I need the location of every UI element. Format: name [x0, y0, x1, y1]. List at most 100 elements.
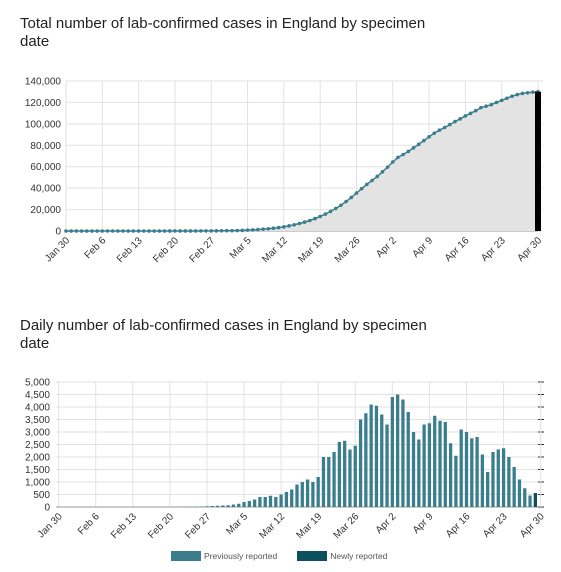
data-point	[256, 227, 260, 232]
bar-previously-reported	[417, 439, 421, 507]
x-tick-label: Feb 6	[83, 235, 109, 261]
x-tick-label: Apr 2	[374, 511, 399, 536]
data-point	[396, 155, 400, 160]
data-point	[442, 125, 447, 130]
data-point	[199, 229, 203, 233]
data-point	[448, 122, 452, 127]
legend-item-new[interactable]: Newly reported	[297, 551, 387, 561]
latest-value-bar	[535, 91, 541, 231]
x-tick-label: Mar 12	[257, 511, 287, 541]
cumulative-area	[66, 91, 538, 231]
bar-previously-reported	[348, 449, 352, 507]
y-tick-label: 2,500	[25, 440, 50, 451]
data-point	[152, 229, 156, 233]
bar-previously-reported	[295, 484, 299, 507]
bar-previously-reported	[380, 414, 384, 507]
legend-label-previous: Previously reported	[204, 551, 278, 561]
data-point	[489, 102, 494, 107]
bar-previously-reported	[247, 501, 251, 507]
data-point	[193, 229, 198, 233]
y-tick-label: 0	[44, 503, 50, 514]
bar-previously-reported	[385, 424, 389, 507]
data-point	[313, 216, 317, 221]
data-point	[307, 218, 312, 223]
bar-previously-reported	[337, 442, 342, 507]
x-tick-label: Apr 23	[479, 235, 508, 264]
data-point	[302, 220, 307, 224]
x-tick-label: Mar 5	[224, 511, 250, 537]
data-point	[458, 117, 462, 121]
bar-previously-reported	[274, 497, 278, 507]
data-point	[510, 94, 514, 99]
y-tick-label: 1,500	[25, 465, 50, 476]
y-tick-label: 3,500	[25, 415, 50, 426]
x-tick-label: Feb 13	[115, 235, 145, 265]
data-point	[162, 229, 167, 233]
data-point	[271, 226, 276, 231]
bar-previously-reported	[496, 449, 500, 507]
data-point	[328, 209, 333, 214]
data-point	[385, 165, 390, 169]
bar-previously-reported	[507, 457, 511, 507]
bar-previously-reported	[327, 457, 331, 507]
y-tick-label: 40,000	[30, 184, 61, 195]
bar-previously-reported	[427, 423, 432, 507]
bar-previously-reported	[279, 494, 283, 507]
x-tick-label: Mar 26	[333, 235, 363, 265]
data-point	[520, 91, 525, 96]
bar-previously-reported	[517, 479, 522, 507]
bar-previously-reported	[406, 412, 410, 507]
y-tick-label: 20,000	[30, 205, 61, 216]
data-point	[90, 229, 94, 233]
bar-previously-reported	[411, 432, 416, 507]
data-point	[365, 182, 369, 187]
legend-swatch-new	[297, 551, 328, 561]
data-point	[359, 186, 364, 191]
bar-previously-reported	[390, 397, 394, 507]
bar-previously-reported	[523, 488, 527, 507]
x-tick-label: Apr 30	[516, 235, 545, 264]
x-tick-label: Mar 5	[228, 235, 254, 261]
bar-previously-reported	[454, 455, 458, 507]
data-point	[116, 229, 120, 233]
data-point	[406, 149, 411, 154]
data-point	[219, 228, 224, 233]
data-point	[121, 229, 125, 233]
bar-previously-reported	[221, 505, 225, 507]
data-point	[323, 212, 328, 216]
legend-item-previous[interactable]: Previously reported	[171, 551, 277, 561]
data-point	[157, 229, 162, 233]
y-tick-label: 120,000	[25, 98, 62, 109]
data-point	[64, 229, 68, 233]
bar-previously-reported	[242, 502, 246, 507]
x-tick-label: Apr 16	[444, 511, 473, 540]
bar-previously-reported	[252, 499, 257, 507]
x-tick-label: Jan 30	[43, 235, 72, 264]
bar-previously-reported	[475, 437, 479, 507]
data-point	[505, 96, 509, 101]
data-point	[380, 170, 385, 174]
data-point	[427, 135, 431, 139]
bar-previously-reported	[311, 482, 315, 507]
bar-previously-reported	[210, 506, 214, 507]
data-point	[178, 229, 182, 233]
bar-previously-reported	[353, 445, 357, 507]
bar-previously-reported	[358, 419, 363, 507]
data-point	[318, 214, 322, 219]
legend-swatch-previous	[171, 551, 201, 561]
y-tick-label: 500	[33, 490, 50, 501]
data-point	[131, 229, 136, 233]
bar-previously-reported	[480, 454, 485, 507]
data-point	[349, 195, 354, 200]
bar-previously-reported	[438, 420, 442, 507]
data-point	[245, 228, 250, 232]
bar-previously-reported	[401, 399, 405, 507]
bar-previously-reported	[433, 415, 437, 507]
data-point	[235, 228, 239, 233]
data-point	[525, 90, 530, 95]
data-point	[494, 100, 499, 105]
y-tick-label: 60,000	[30, 162, 61, 173]
bar-previously-reported	[528, 495, 532, 507]
bar-previously-reported	[268, 495, 273, 507]
data-point	[333, 206, 338, 211]
